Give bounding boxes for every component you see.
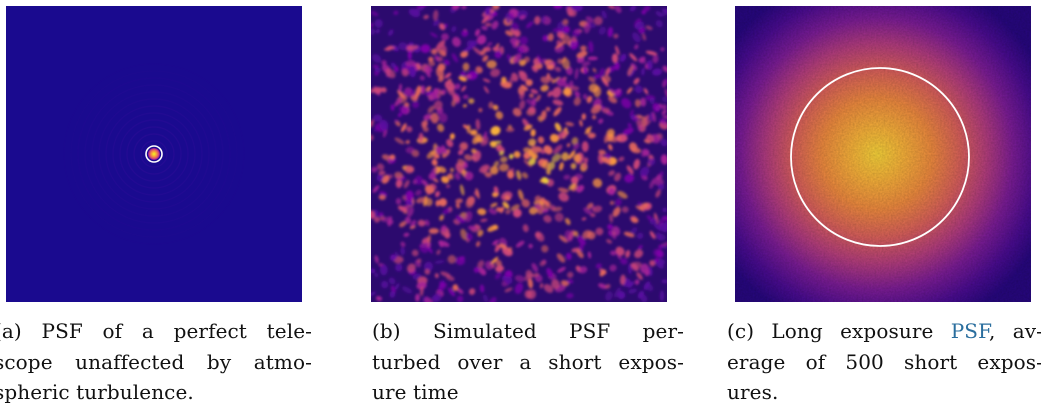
caption-c: (c) Long exposure PSF, av- erage of 500 … <box>727 316 1041 408</box>
caption-c-prefix: (c) Long exposure <box>727 319 951 343</box>
psf-short-exposure-image <box>371 6 667 302</box>
psf-perfect-telescope-image <box>6 6 302 302</box>
seeing-disk-ring <box>790 67 970 247</box>
caption-b-line-1: (b) Simulated PSF per- <box>372 319 684 343</box>
caption-a: (a) PSF of a perfect tele- scope unaffec… <box>0 316 312 408</box>
caption-c-line-3: ures. <box>727 380 779 404</box>
psf-glossary-link[interactable]: PSF <box>950 319 989 343</box>
airy-pattern-plot <box>6 6 302 302</box>
psf-long-exposure-image <box>735 6 1031 302</box>
figure-panel-c: (c) Long exposure PSF, av- erage of 500 … <box>710 0 1041 416</box>
caption-a-line-3: spheric turbulence. <box>0 380 194 404</box>
caption-b-line-3: ure time <box>372 380 459 404</box>
figure-panel-b: (b) Simulated PSF per- turbed over a sho… <box>355 0 685 416</box>
caption-c-line-1: (c) Long exposure PSF, av- <box>727 316 1041 347</box>
speckle-pattern-plot <box>371 6 667 302</box>
caption-b-line-2: turbed over a short expos- <box>372 349 684 374</box>
figure-panel-a: (a) PSF of a perfect tele- scope unaffec… <box>0 0 330 416</box>
caption-c-suffix: , av- <box>988 319 1041 343</box>
caption-b: (b) Simulated PSF per- turbed over a sho… <box>372 316 684 408</box>
long-exposure-plot <box>735 6 1031 302</box>
caption-a-line-2: scope unaffected by atmo- <box>0 349 312 374</box>
caption-a-line-1: (a) PSF of a perfect tele- <box>0 319 312 343</box>
psf-core-ring <box>145 145 163 163</box>
caption-c-line-2: erage of 500 short expos- <box>727 349 1041 374</box>
